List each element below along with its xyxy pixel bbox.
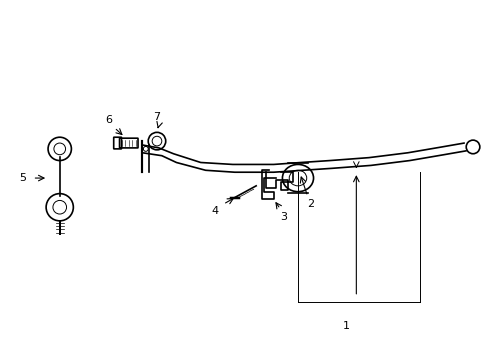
Text: 5: 5 xyxy=(19,173,26,183)
Text: 1: 1 xyxy=(343,321,349,331)
Text: 4: 4 xyxy=(211,206,219,216)
Text: 2: 2 xyxy=(306,199,314,209)
Text: 3: 3 xyxy=(279,212,286,222)
Text: 7: 7 xyxy=(153,112,160,122)
Text: 6: 6 xyxy=(104,115,112,125)
